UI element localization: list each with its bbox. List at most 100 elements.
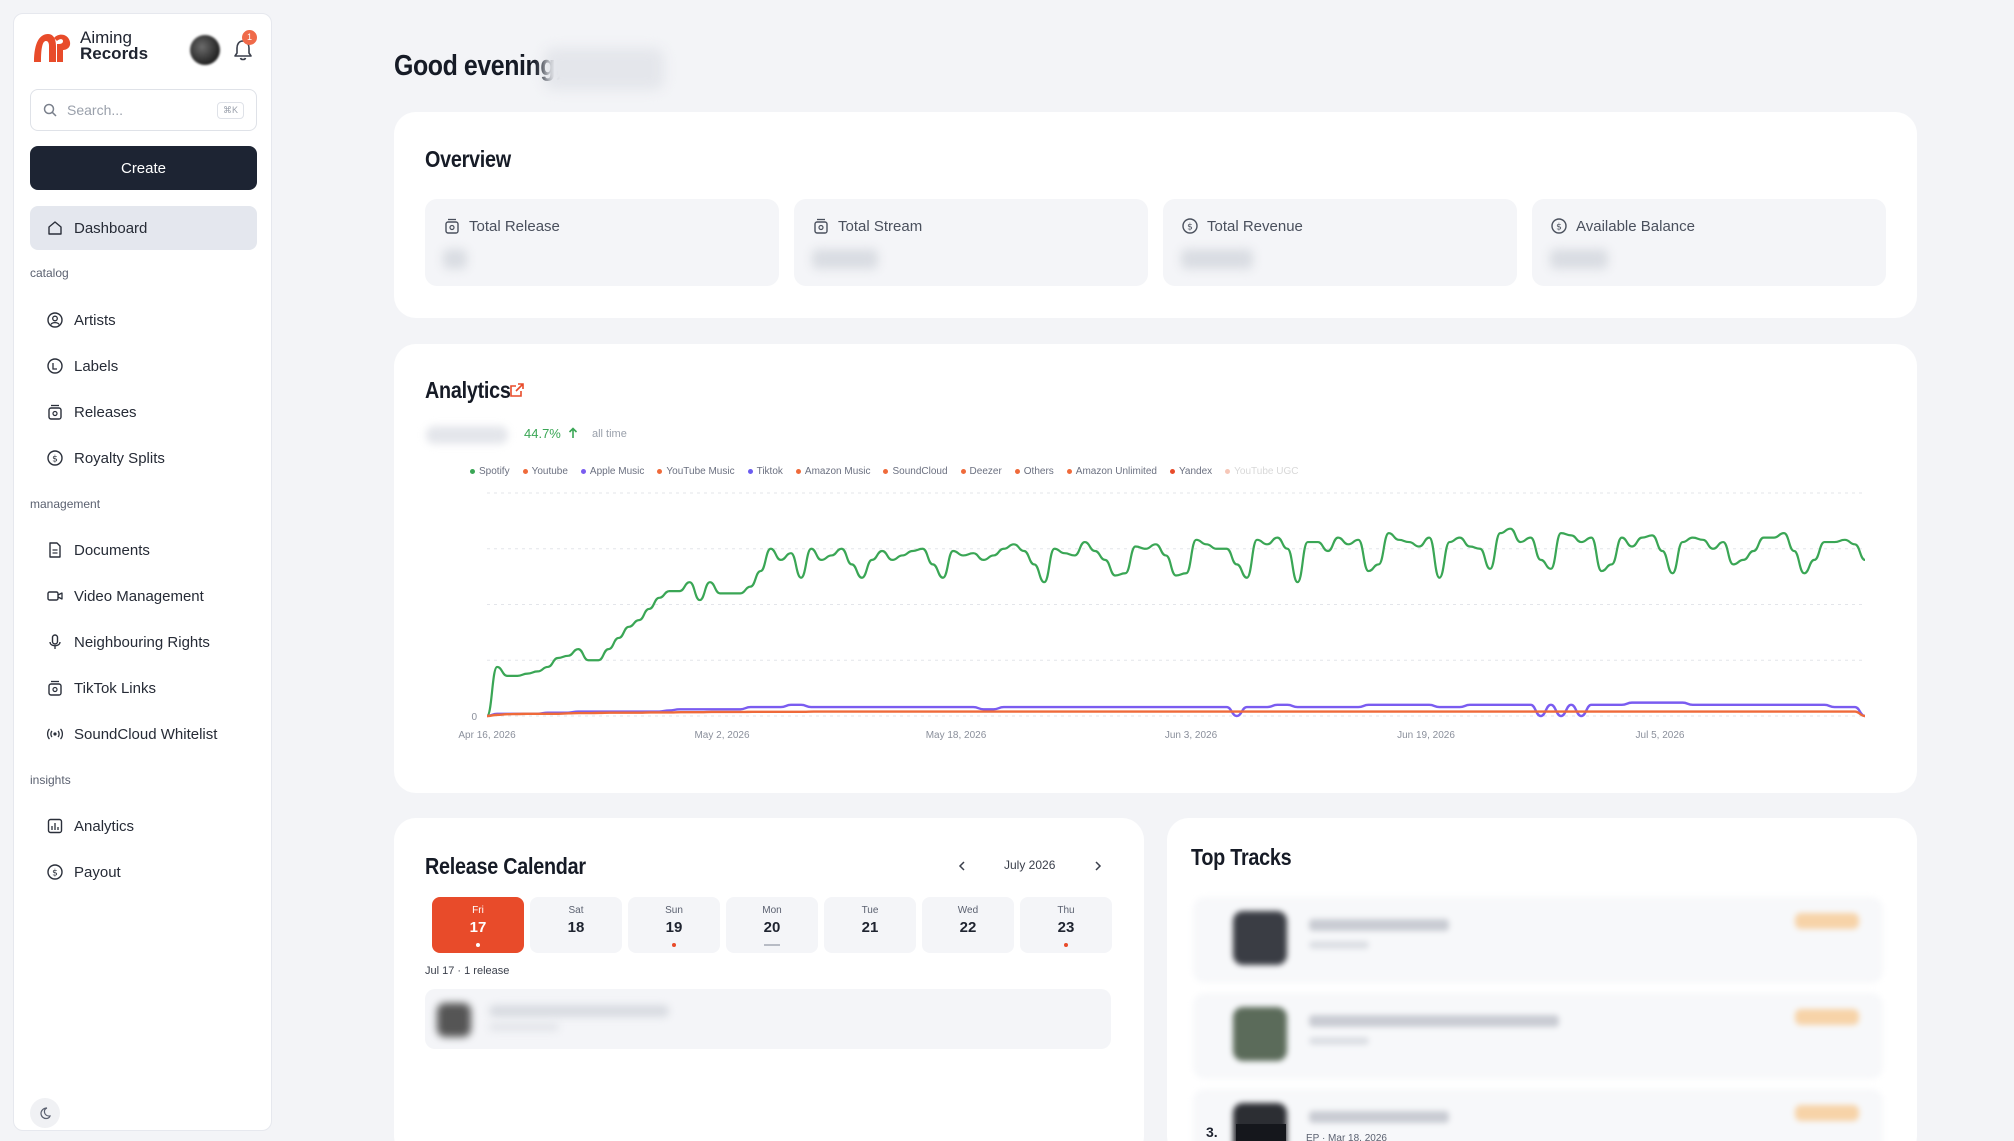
day-name: Sat bbox=[568, 905, 584, 916]
track-row[interactable] bbox=[1193, 993, 1883, 1079]
legend-item[interactable]: YouTube Music bbox=[657, 466, 735, 477]
svg-text:$: $ bbox=[1187, 223, 1193, 233]
legend-item[interactable]: Amazon Music bbox=[795, 466, 870, 477]
sidebar-item-releases[interactable]: Releases bbox=[30, 390, 257, 434]
track-row[interactable] bbox=[1193, 1089, 1883, 1141]
sidebar: Aiming Records 1 Search... ⌘K Create Das… bbox=[13, 13, 272, 1131]
calendar-day[interactable]: Tue 21 bbox=[824, 897, 916, 953]
analytics-title: Analytics bbox=[425, 377, 511, 403]
sidebar-item-dashboard[interactable]: Dashboard bbox=[30, 206, 257, 250]
x-tick-label: Jun 19, 2026 bbox=[1397, 730, 1455, 741]
release-icon bbox=[814, 218, 828, 234]
notification-badge: 1 bbox=[242, 30, 257, 45]
sidebar-item-label: Labels bbox=[74, 357, 119, 375]
calendar-day[interactable]: Wed 22 bbox=[922, 897, 1014, 953]
calendar-day[interactable]: Mon 20 bbox=[726, 897, 818, 953]
legend-dot bbox=[747, 469, 753, 474]
dollar-circle-icon: $ bbox=[47, 450, 63, 466]
brand-name: Aiming Records bbox=[80, 29, 149, 63]
overview-card: Overview Total Release Total Stream $ To… bbox=[394, 112, 1917, 318]
x-axis-labels: Apr 16, 2026 May 2, 2026 May 18, 2026 Jun 3… bbox=[458, 730, 1685, 741]
legend-dot bbox=[522, 469, 528, 474]
sidebar-item-documents[interactable]: Documents bbox=[30, 528, 257, 572]
calendar-day[interactable]: Fri 17 bbox=[432, 897, 524, 953]
analytics-card: Analytics 44.7% all time bbox=[394, 344, 1917, 793]
today-indicator bbox=[764, 944, 780, 946]
overview-title: Overview bbox=[425, 146, 511, 172]
day-name: Sun bbox=[665, 905, 683, 916]
legend-label: SoundCloud bbox=[892, 466, 948, 477]
chevron-left-icon[interactable] bbox=[956, 860, 968, 872]
legend-dot bbox=[960, 469, 966, 474]
legend-item[interactable]: Spotify bbox=[470, 466, 510, 477]
legend-label: Spotify bbox=[479, 466, 510, 477]
sidebar-item-artists[interactable]: Artists bbox=[30, 298, 257, 342]
x-tick-label: May 18, 2026 bbox=[926, 730, 987, 741]
theme-toggle[interactable] bbox=[30, 1098, 60, 1128]
sidebar-item-neighbouring-rights[interactable]: Neighbouring Rights bbox=[30, 620, 257, 664]
legend-item[interactable]: Deezer bbox=[960, 466, 1002, 477]
microphone-icon bbox=[49, 634, 61, 649]
sidebar-item-label: Payout bbox=[74, 863, 121, 881]
sidebar-item-payout[interactable]: $ Payout bbox=[30, 850, 257, 894]
stat-label: Total Stream bbox=[838, 218, 923, 235]
calendar-day[interactable]: Thu 23 bbox=[1020, 897, 1112, 953]
document-icon bbox=[49, 542, 61, 558]
track-cover bbox=[1236, 1124, 1286, 1141]
sidebar-item-label: TikTok Links bbox=[74, 679, 156, 697]
legend-item[interactable]: Tiktok bbox=[747, 466, 783, 477]
sidebar-item-analytics[interactable]: Analytics bbox=[30, 804, 257, 848]
release-title-redacted bbox=[489, 1005, 669, 1017]
analytics-line-chart: 0 Apr 16, 2026 May 2, 2026 May 18, 2026 Jun… bbox=[458, 492, 1866, 741]
sidebar-item-labels[interactable]: Labels bbox=[30, 344, 257, 388]
legend-item[interactable]: Amazon Unlimited bbox=[1066, 466, 1157, 477]
sidebar-item-soundcloud-whitelist[interactable]: SoundCloud Whitelist bbox=[30, 712, 257, 756]
legend-dot bbox=[657, 469, 663, 474]
sidebar-item-label: Video Management bbox=[74, 587, 204, 605]
calendar-day[interactable]: Sat 18 bbox=[530, 897, 622, 953]
brand[interactable]: Aiming Records bbox=[30, 28, 148, 64]
legend-item[interactable]: Youtube bbox=[522, 466, 568, 477]
legend-item[interactable]: Apple Music bbox=[580, 466, 644, 477]
legend-item[interactable]: Others bbox=[1014, 466, 1054, 477]
calendar-title: Release Calendar bbox=[425, 853, 586, 879]
track-rank: 3. bbox=[1206, 1124, 1218, 1140]
legend-item[interactable]: YouTube UGC bbox=[1225, 466, 1298, 477]
calendar-day[interactable]: Sun 19 bbox=[628, 897, 720, 953]
legend-dot bbox=[1014, 469, 1020, 474]
track-row[interactable] bbox=[1193, 897, 1883, 983]
broadcast-icon bbox=[46, 728, 64, 740]
avatar[interactable] bbox=[190, 35, 220, 65]
sidebar-item-label: Royalty Splits bbox=[74, 449, 165, 467]
release-meta-redacted bbox=[489, 1023, 559, 1031]
search-input[interactable]: Search... ⌘K bbox=[30, 89, 257, 131]
legend-label: Others bbox=[1023, 466, 1054, 477]
chevron-right-icon[interactable] bbox=[1092, 860, 1104, 872]
sidebar-item-label: Analytics bbox=[74, 817, 135, 835]
day-name: Thu bbox=[1057, 905, 1075, 916]
legend-dot bbox=[1169, 469, 1175, 474]
svg-text:$: $ bbox=[52, 869, 58, 879]
legend-item[interactable]: SoundCloud bbox=[883, 466, 948, 477]
sidebar-item-tiktok-links[interactable]: TikTok Links bbox=[30, 666, 257, 710]
label-circle-icon bbox=[47, 358, 63, 374]
sidebar-item-video-management[interactable]: Video Management bbox=[30, 574, 257, 618]
day-name: Tue bbox=[861, 905, 879, 916]
stat-value-redacted bbox=[1181, 249, 1253, 269]
legend-label: Yandex bbox=[1178, 466, 1213, 477]
sidebar-item-label: Artists bbox=[74, 311, 116, 329]
legend-label: Amazon Unlimited bbox=[1075, 466, 1157, 477]
day-date: 17 bbox=[469, 919, 487, 936]
legend-item[interactable]: Yandex bbox=[1169, 466, 1213, 477]
create-button[interactable]: Create bbox=[30, 146, 257, 190]
nav-section-management: management bbox=[30, 497, 101, 511]
x-tick-label: Jun 3, 2026 bbox=[1165, 730, 1218, 741]
brand-line2: Records bbox=[80, 44, 149, 63]
series-line-youtube bbox=[486, 710, 1866, 718]
calendar-month: July 2026 bbox=[1004, 858, 1056, 872]
release-list-item[interactable] bbox=[425, 989, 1111, 1049]
external-link-icon[interactable] bbox=[509, 382, 525, 398]
change-percent: 44.7% bbox=[524, 426, 561, 441]
sidebar-item-royalty-splits[interactable]: $ Royalty Splits bbox=[30, 436, 257, 480]
home-icon bbox=[48, 221, 62, 235]
